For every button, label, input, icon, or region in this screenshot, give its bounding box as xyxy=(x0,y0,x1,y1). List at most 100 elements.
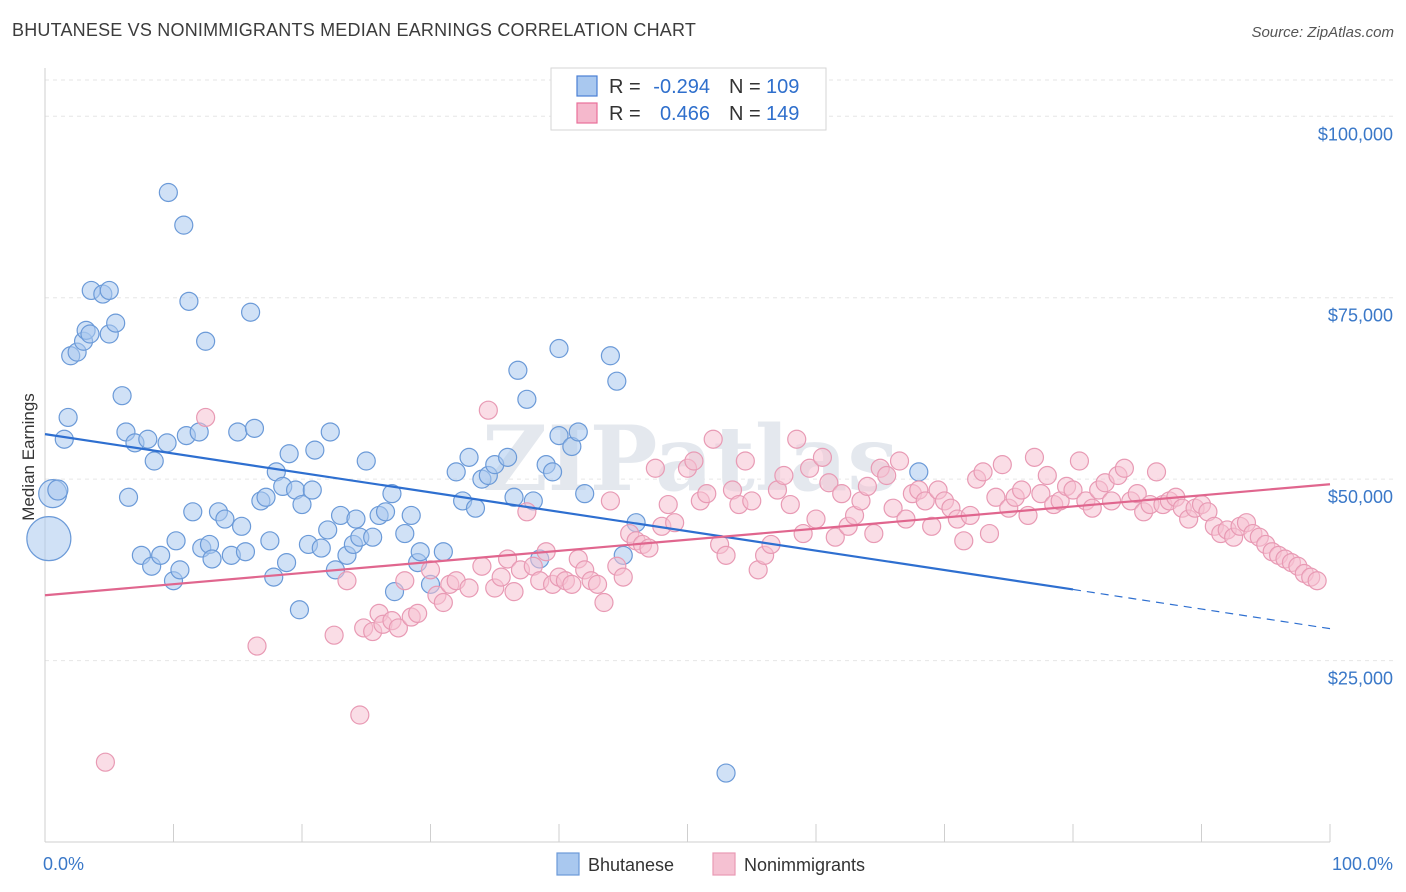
bhutanese-point xyxy=(215,509,235,529)
bhutanese-point xyxy=(600,346,621,366)
legend-swatch xyxy=(576,75,598,97)
bhutanese-point xyxy=(302,480,322,500)
bhutanese-point xyxy=(144,451,164,471)
bhutanese-point xyxy=(260,531,280,551)
nonimmigrants-point xyxy=(1127,484,1147,504)
bhutanese-point xyxy=(504,487,524,507)
r-label: R = xyxy=(609,103,641,125)
nonimmigrants-point xyxy=(799,458,820,478)
nonimmigrants-point xyxy=(587,574,608,594)
bhutanese-point xyxy=(244,418,265,438)
nonimmigrants-point xyxy=(703,429,723,449)
bhutanese-point xyxy=(202,549,222,569)
bhutanese-point xyxy=(118,487,139,507)
bhutanese-point xyxy=(568,422,588,442)
nonimmigrants-point xyxy=(889,451,910,471)
r-label: R = xyxy=(609,76,641,98)
bhutanese-point xyxy=(375,502,396,522)
nonimmigrants-point xyxy=(1031,484,1051,504)
nonimmigrants-point xyxy=(665,513,685,533)
nonimmigrants-point xyxy=(472,556,492,576)
legend-swatch xyxy=(712,852,736,876)
legend-swatch xyxy=(556,852,580,876)
nonimmigrants-point xyxy=(1114,458,1135,478)
nonimmigrants-point xyxy=(896,509,916,529)
bhutanese-point xyxy=(542,462,563,482)
bhutanese-point xyxy=(80,324,100,344)
bhutanese-point xyxy=(174,215,194,235)
bhutanese-point xyxy=(241,302,261,322)
bhutanese-point xyxy=(549,426,569,446)
bhutanese-point xyxy=(157,433,177,453)
bhutanese-point xyxy=(292,494,312,515)
nonimmigrants-point xyxy=(915,491,935,511)
nonimmigrants-point xyxy=(645,458,665,478)
bhutanese-point xyxy=(459,447,479,467)
nonimmigrants-point xyxy=(594,592,614,613)
bhutanese-point xyxy=(47,479,69,501)
bhutanese-point xyxy=(138,429,158,449)
nonimmigrants-point xyxy=(395,571,415,591)
nonimmigrants-point xyxy=(812,447,833,467)
nonimmigrants-point xyxy=(95,752,115,772)
bhutanese-point xyxy=(382,484,402,504)
axes xyxy=(44,68,1331,843)
nonimmigrants-point xyxy=(825,527,845,547)
nonimmigrants-point xyxy=(735,451,755,471)
nonimmigrants-point xyxy=(774,465,794,486)
legend-label: Bhutanese xyxy=(588,855,674,875)
n-value: 149 xyxy=(766,103,799,125)
nonimmigrants-point xyxy=(1069,451,1090,471)
bhutanese-point xyxy=(289,600,310,620)
nonimmigrants-point xyxy=(478,400,498,420)
nonimmigrants-point xyxy=(196,407,216,428)
bhutanese-point xyxy=(170,560,190,580)
nonimmigrants-point xyxy=(433,592,453,613)
gridlines xyxy=(45,79,1395,662)
nonimmigrants-point xyxy=(832,484,852,504)
bhutanese-point xyxy=(58,407,78,428)
bhutanese-point xyxy=(196,331,216,351)
nonimmigrants-point xyxy=(1037,465,1057,486)
nonimmigrants-point xyxy=(684,451,704,471)
bhutanese-point xyxy=(517,389,537,409)
nonimmigrants-point xyxy=(793,523,813,544)
nonimmigrants-point xyxy=(1307,571,1327,591)
legend-swatch xyxy=(576,102,598,124)
bhutanese-point xyxy=(549,338,569,359)
x-tick-labels: 0.0% 100.0% xyxy=(43,854,1393,874)
y-tick-label: $50,000 xyxy=(1328,487,1393,507)
bhutanese-point xyxy=(106,313,126,333)
bhutanese-point xyxy=(320,422,340,442)
bhutanese-point xyxy=(311,538,331,558)
bhutanese-point xyxy=(232,516,252,536)
nonimmigrants-point xyxy=(979,523,1000,544)
bhutanese-point xyxy=(99,280,119,301)
nonimmigrants-point xyxy=(1146,462,1167,482)
nonimmigrants-point xyxy=(954,531,974,551)
nonimmigrants-point xyxy=(350,705,370,725)
nonimmigrants-point xyxy=(780,494,800,515)
nonimmigrants-point xyxy=(877,465,897,486)
bhutanese-point xyxy=(716,763,736,783)
bhutanese-point xyxy=(228,422,248,442)
legend-label: Nonimmigrants xyxy=(744,855,865,875)
bhutanese-point xyxy=(498,447,518,467)
bhutanese-point xyxy=(54,429,74,449)
nonimmigrants-point xyxy=(973,462,993,482)
nonimmigrants-point xyxy=(986,487,1006,507)
bhutanese-point xyxy=(465,498,486,518)
nonimmigrants-point xyxy=(459,578,479,598)
nonimmigrants-point xyxy=(697,484,717,504)
nonimmigrants-point xyxy=(613,567,633,587)
bhutanese-point xyxy=(256,487,276,507)
nonimmigrants-point xyxy=(787,429,807,449)
bhutanese-point xyxy=(607,371,627,391)
nonimmigrants-point xyxy=(922,516,942,536)
nonimmigrants-point xyxy=(883,498,903,518)
nonimmigrants-point xyxy=(324,625,344,645)
bhutanese-point xyxy=(346,509,366,529)
bhutanese-point xyxy=(26,516,72,562)
y-tick-label: $25,000 xyxy=(1328,669,1393,689)
